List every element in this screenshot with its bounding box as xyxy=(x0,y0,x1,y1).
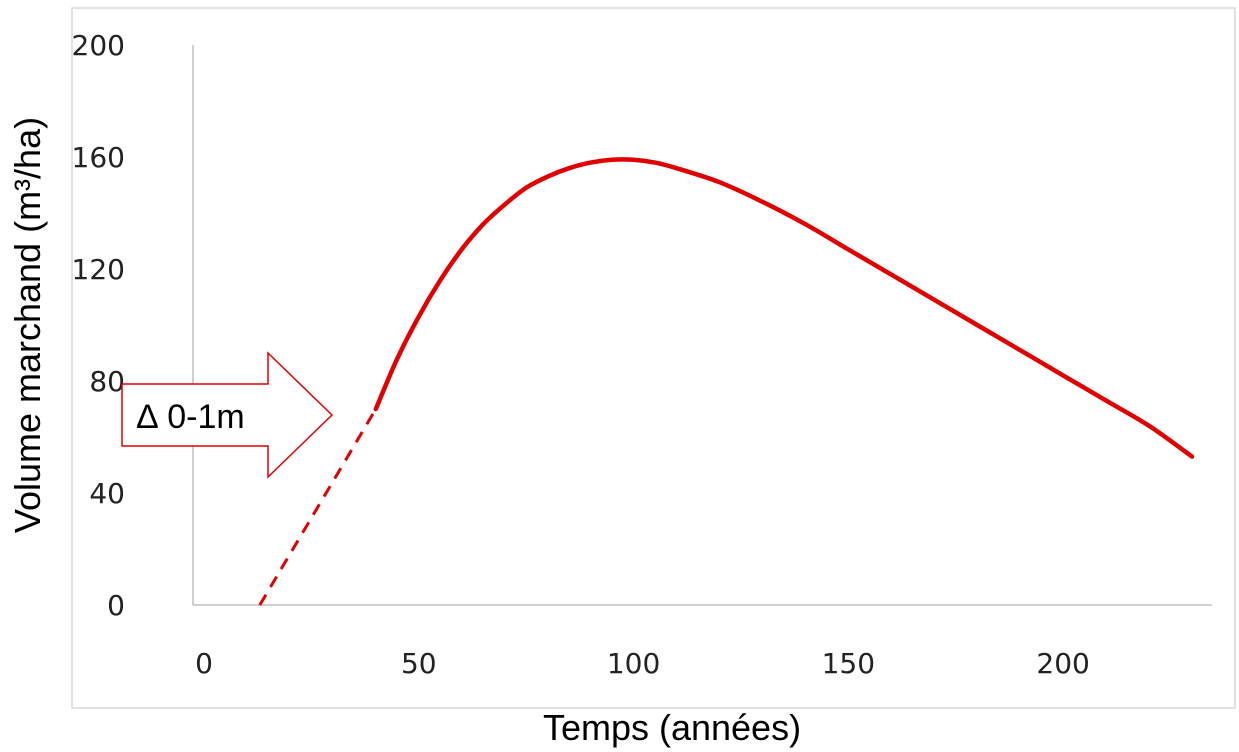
series-layer xyxy=(258,157,1195,606)
y-tick-label: 80 xyxy=(89,365,125,398)
y-axis-title: Volume marchand (m³/ha) xyxy=(7,117,48,533)
annotation-layer: ∆ 0-1m xyxy=(121,351,334,479)
series-line-dashed xyxy=(258,408,378,606)
x-tick-label: 200 xyxy=(1036,647,1089,680)
y-tick-label: 160 xyxy=(72,141,125,174)
series-line xyxy=(373,157,1195,459)
x-tick-label: 0 xyxy=(195,647,213,680)
x-tick-label: 100 xyxy=(607,647,660,680)
chart-frame xyxy=(71,7,1236,709)
x-axis-title: Temps (années) xyxy=(543,707,801,748)
callout-arrow-shape xyxy=(121,351,334,479)
y-tick-labels: 0 40 80 120 160 200 xyxy=(72,29,125,622)
y-tick-label: 200 xyxy=(72,29,125,62)
y-tick-label: 120 xyxy=(72,253,125,286)
y-tick-label: 0 xyxy=(107,589,125,622)
x-tick-label: 150 xyxy=(822,647,875,680)
x-tick-label: 50 xyxy=(401,647,437,680)
y-tick-label: 40 xyxy=(89,477,125,510)
x-tick-labels: 0 50 100 150 200 xyxy=(195,647,1090,680)
callout-arrow-label: ∆ 0-1m xyxy=(137,398,245,436)
